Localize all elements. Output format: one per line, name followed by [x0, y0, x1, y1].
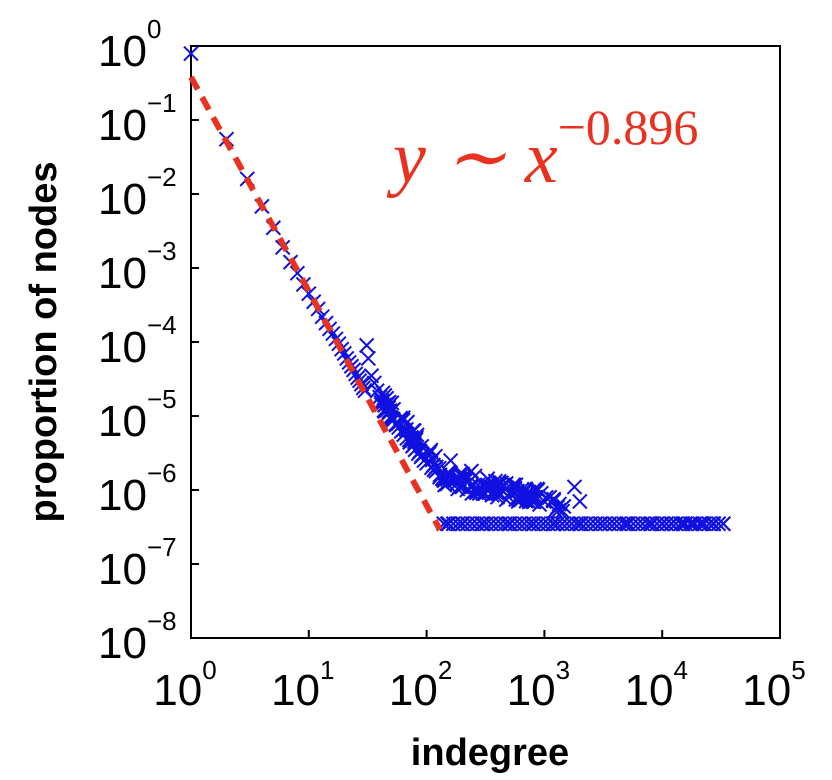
data-point-marker: [567, 480, 581, 494]
x-tick-label: 100: [153, 655, 216, 715]
x-tick-label: 101: [271, 655, 334, 715]
y-tick-label: 100: [98, 14, 161, 76]
x-tick-label: 102: [389, 655, 452, 715]
data-point-marker: [360, 338, 374, 352]
y-tick-label: 10−6: [98, 458, 177, 520]
y-tick-label: 10−5: [98, 384, 177, 446]
fit-annotation-base: y ∼ x: [386, 117, 558, 199]
x-tick-label: 103: [507, 655, 570, 715]
data-point-marker: [444, 454, 458, 468]
y-tick-label: 10−1: [98, 88, 177, 150]
x-tick-label: 104: [624, 655, 687, 715]
fit-annotation-exponent: −0.896: [558, 99, 699, 155]
fit-annotation: y ∼ x−0.896: [386, 99, 698, 199]
y-axis-title: proportion of nodes: [23, 162, 65, 523]
y-tick-label: 10−3: [98, 236, 177, 298]
data-point-marker: [620, 517, 634, 531]
data-point-marker: [361, 351, 375, 365]
y-tick-label: 10−7: [98, 532, 177, 594]
y-tick-label: 10−8: [98, 606, 177, 668]
y-tick-label: 10−4: [98, 310, 177, 372]
data-point-marker: [573, 494, 587, 508]
x-tick-label: 105: [742, 655, 805, 715]
y-tick-label: 10−2: [98, 162, 177, 224]
x-axis-title: indegree: [411, 732, 569, 774]
